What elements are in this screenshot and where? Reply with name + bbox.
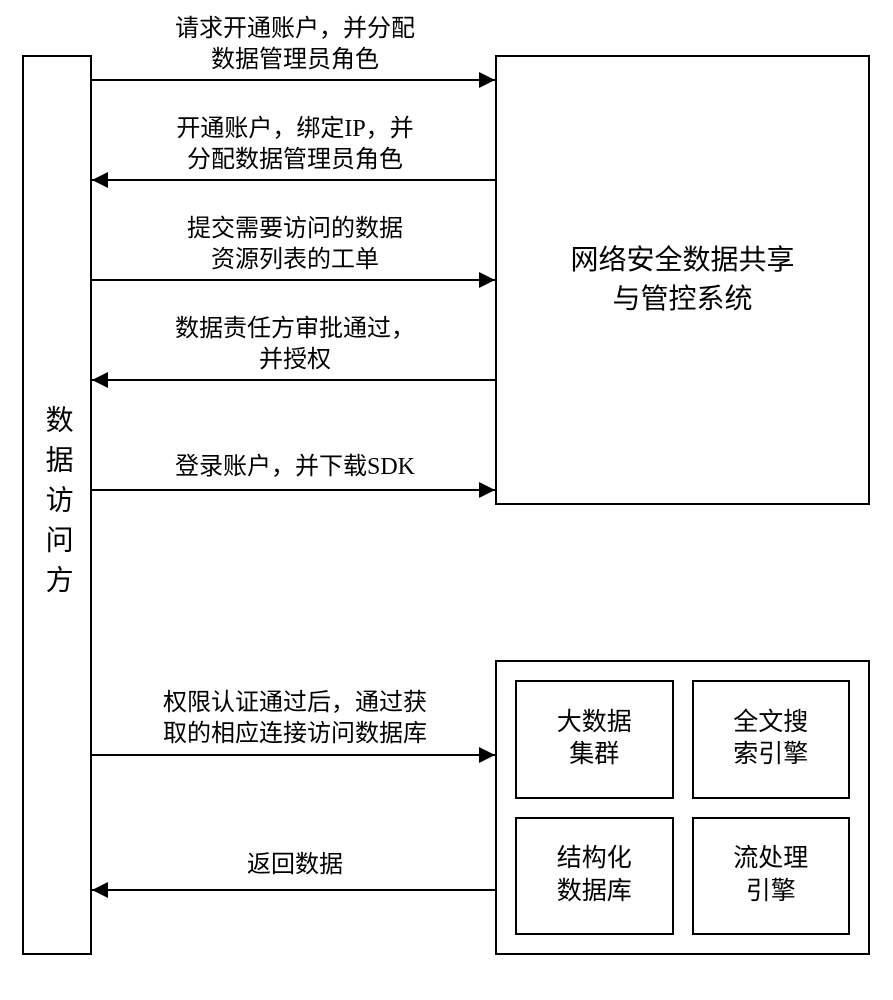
arrow-left-icon xyxy=(92,170,495,190)
arrow-label-1: 开通账户，绑定IP，并分配数据管理员角色 xyxy=(105,114,485,176)
arrow-label-3: 数据责任方审批通过，并授权 xyxy=(105,314,485,376)
db-label: 流处理引擎 xyxy=(733,843,808,908)
system-box: 网络安全数据共享与管控系统 xyxy=(495,55,870,505)
db-cell-stream: 流处理引擎 xyxy=(692,817,851,936)
arrow-right-icon xyxy=(92,270,495,290)
arrow-left-icon xyxy=(92,880,495,900)
arrow-label-2: 提交需要访问的数据资源列表的工单 xyxy=(105,214,485,276)
arrow-right-icon xyxy=(92,480,495,500)
db-label: 大数据集群 xyxy=(557,707,632,772)
databases-box: 大数据集群 全文搜索引擎 结构化数据库 流处理引擎 xyxy=(495,660,870,955)
arrow-label-5: 权限认证通过后，通过获取的相应连接访问数据库 xyxy=(105,688,485,750)
arrow-label-0: 请求开通账户，并分配数据管理员角色 xyxy=(105,14,485,76)
arrow-right-icon xyxy=(92,70,495,90)
arrow-label-6: 返回数据 xyxy=(105,850,485,881)
arrow-left-icon xyxy=(92,370,495,390)
db-cell-bigdata: 大数据集群 xyxy=(515,680,674,799)
actor-label: 数据访问方 xyxy=(37,405,76,605)
actor-box: 数据访问方 xyxy=(22,55,92,955)
db-label: 全文搜索引擎 xyxy=(733,707,808,772)
db-label: 结构化数据库 xyxy=(557,843,632,908)
db-cell-fulltext: 全文搜索引擎 xyxy=(692,680,851,799)
arrow-label-4: 登录账户，并下载SDK xyxy=(105,452,485,483)
system-label: 网络安全数据共享与管控系统 xyxy=(570,241,794,319)
db-grid: 大数据集群 全文搜索引擎 结构化数据库 流处理引擎 xyxy=(497,662,868,953)
db-cell-structured: 结构化数据库 xyxy=(515,817,674,936)
arrow-right-icon xyxy=(92,745,495,765)
